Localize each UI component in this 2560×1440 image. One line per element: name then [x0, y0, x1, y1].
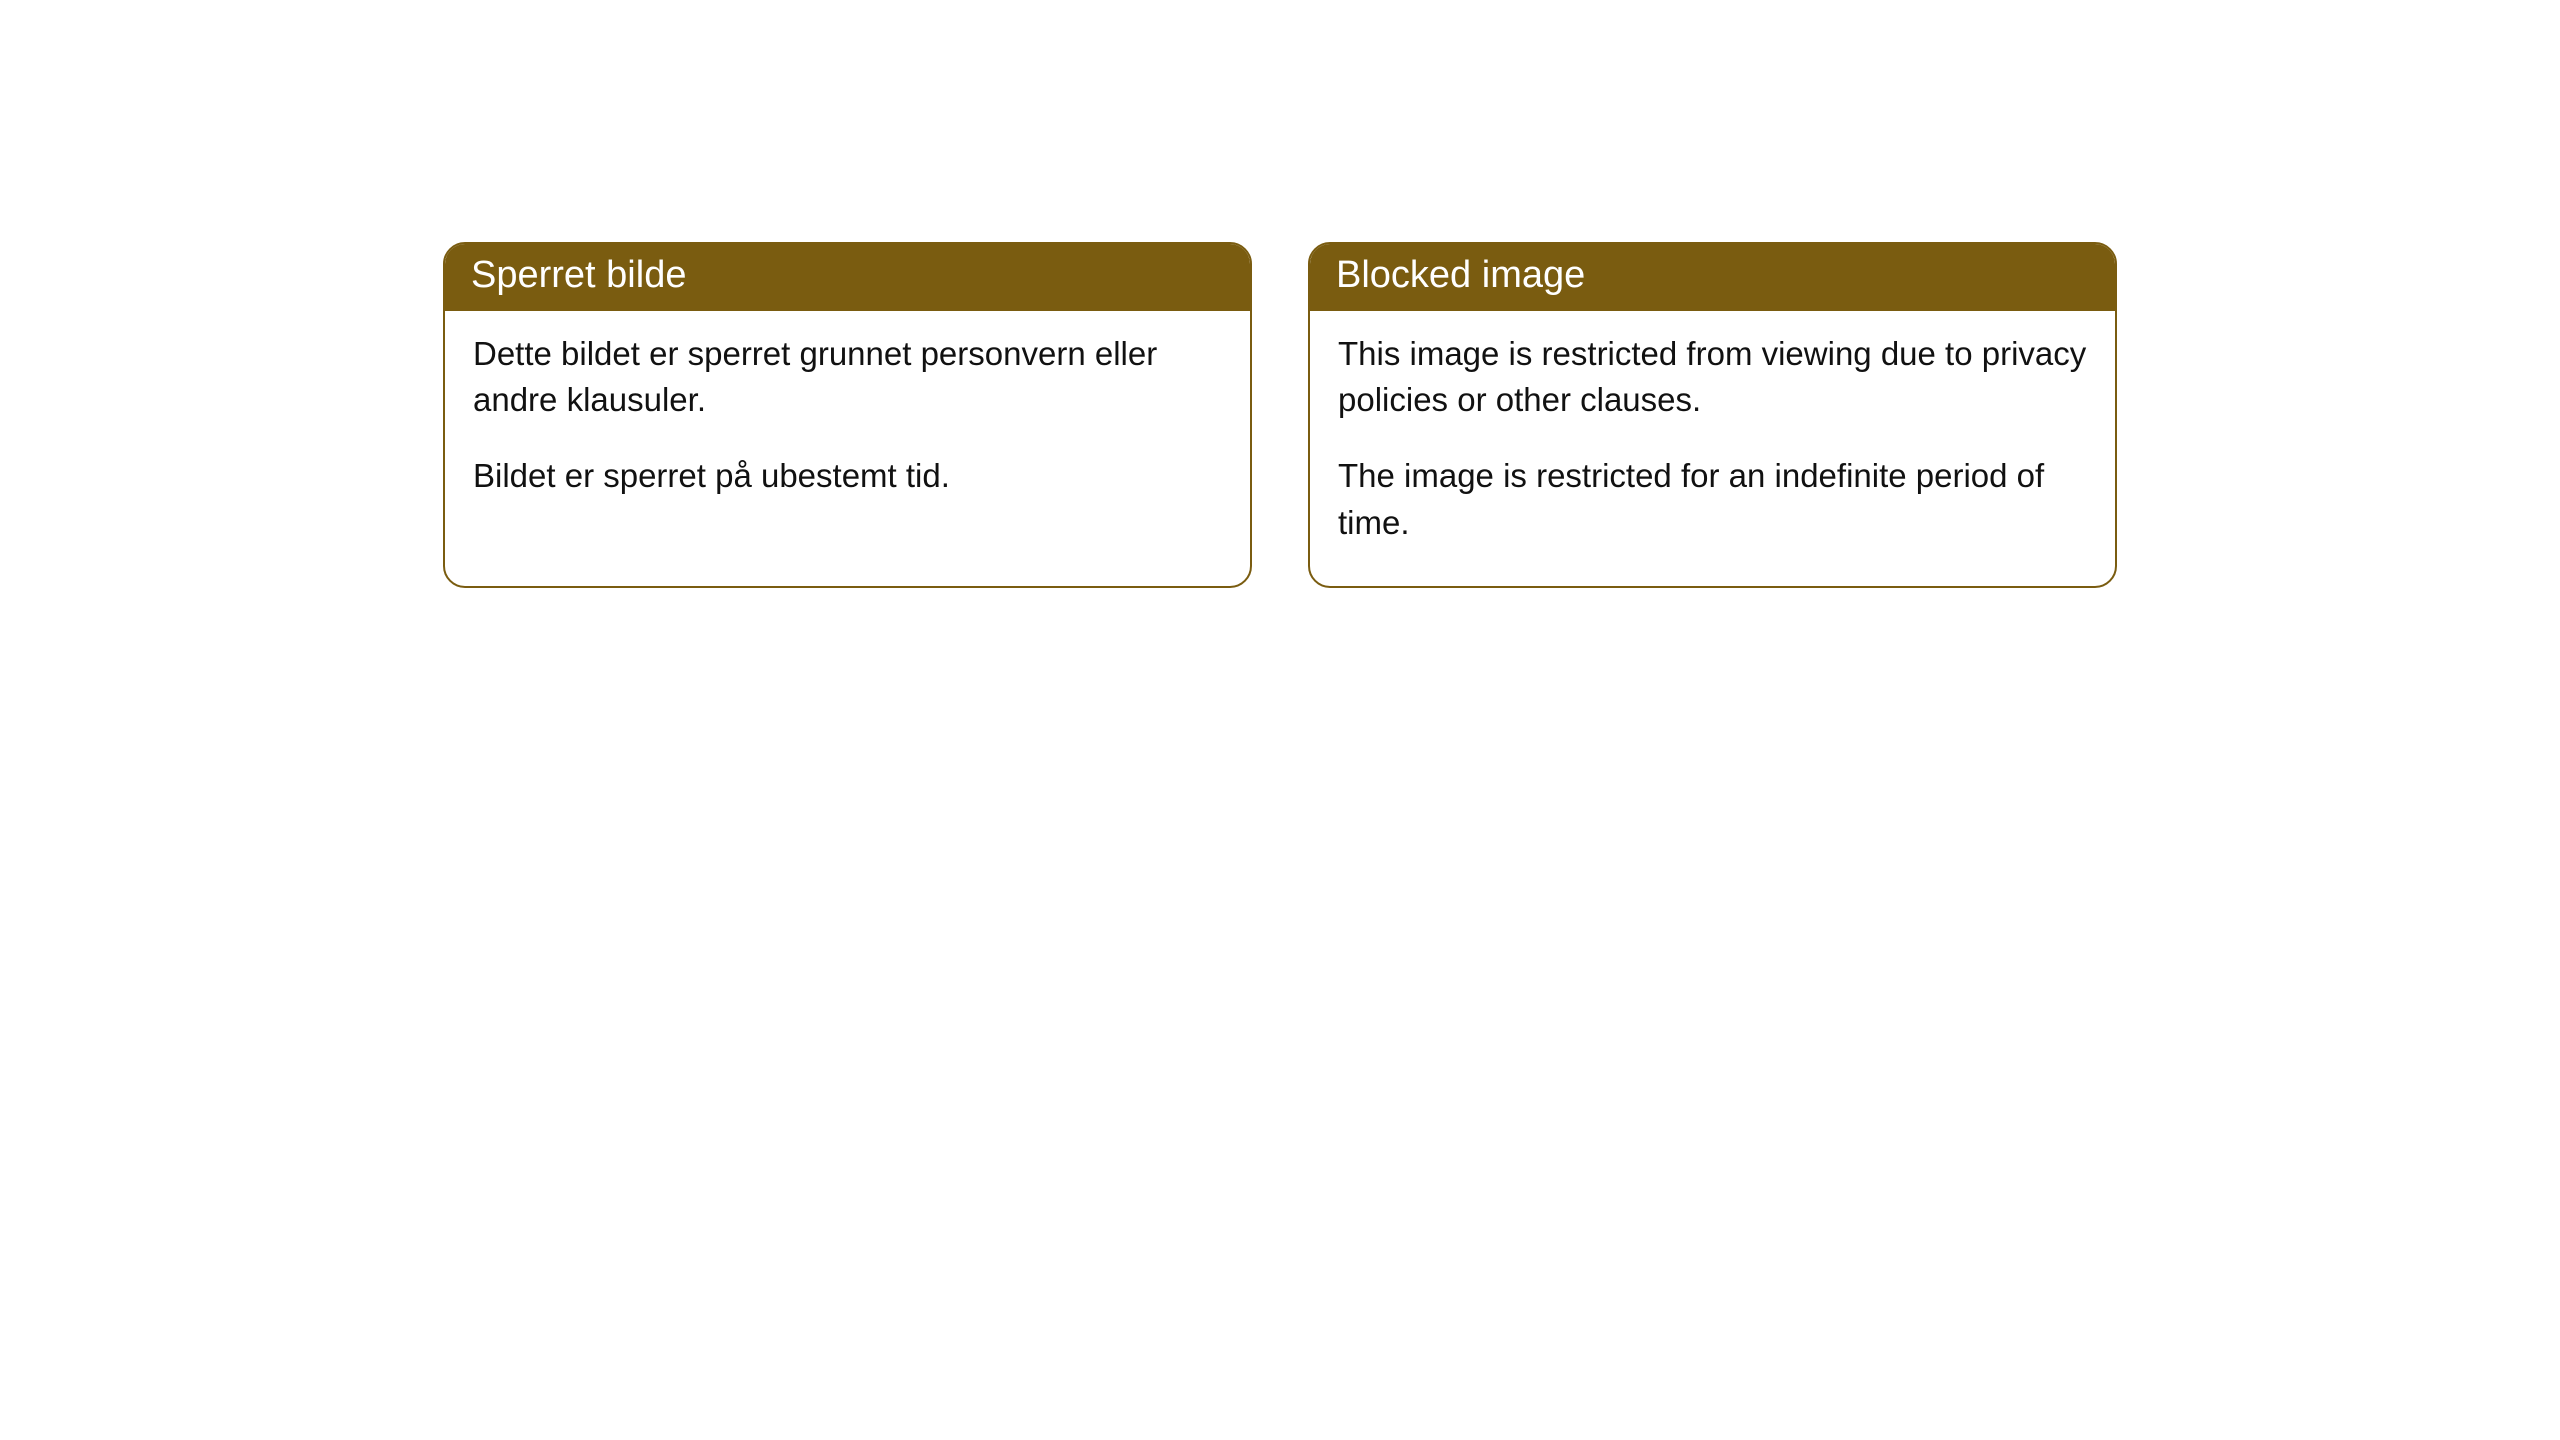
notice-card-english: Blocked image This image is restricted f…	[1308, 242, 2117, 588]
card-title: Blocked image	[1336, 254, 1585, 296]
notice-cards-container: Sperret bilde Dette bildet er sperret gr…	[443, 242, 2117, 588]
notice-card-norwegian: Sperret bilde Dette bildet er sperret gr…	[443, 242, 1252, 588]
card-body: Dette bildet er sperret grunnet personve…	[445, 311, 1250, 540]
card-title: Sperret bilde	[471, 254, 686, 296]
card-paragraph: The image is restricted for an indefinit…	[1338, 453, 2087, 545]
card-header: Blocked image	[1310, 244, 2115, 311]
card-body: This image is restricted from viewing du…	[1310, 311, 2115, 586]
card-paragraph: This image is restricted from viewing du…	[1338, 331, 2087, 423]
card-paragraph: Dette bildet er sperret grunnet personve…	[473, 331, 1222, 423]
card-header: Sperret bilde	[445, 244, 1250, 311]
card-paragraph: Bildet er sperret på ubestemt tid.	[473, 453, 1222, 499]
